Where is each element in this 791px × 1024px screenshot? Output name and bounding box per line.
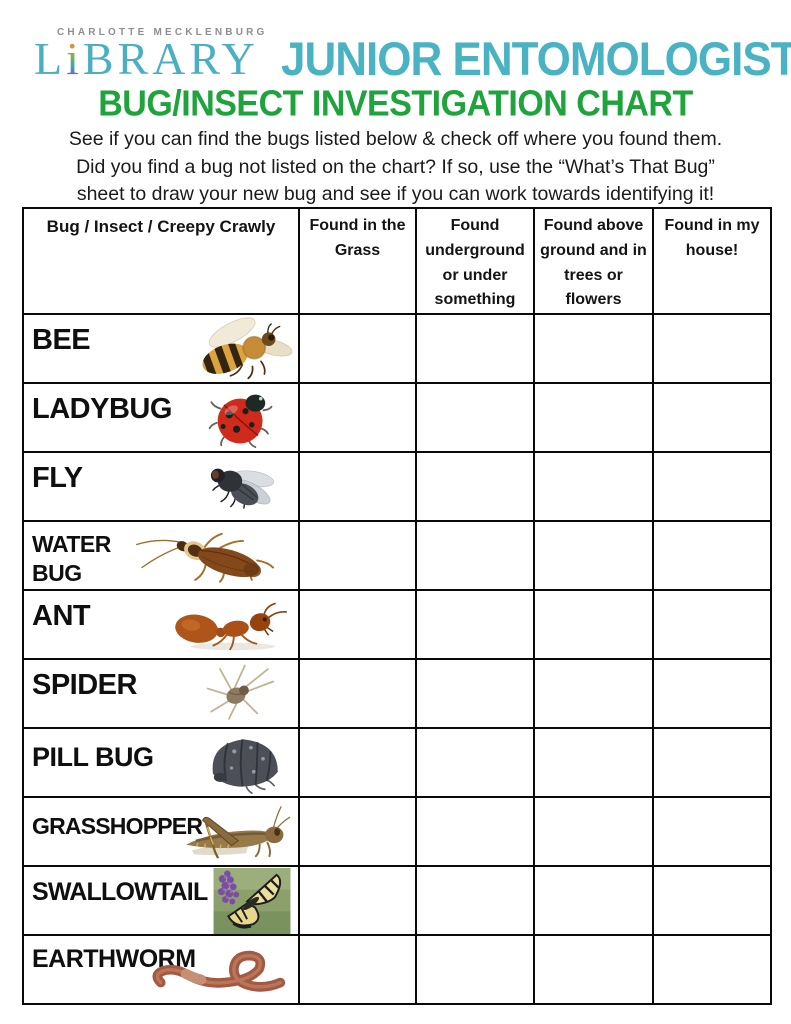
bee-image: [193, 317, 295, 381]
column-header-grass: Found in the Grass: [298, 206, 417, 316]
bug-label: PILL BUG: [32, 742, 154, 773]
table-row: BEE: [22, 313, 772, 385]
check-cell[interactable]: [533, 382, 654, 454]
check-cell[interactable]: [298, 589, 417, 661]
logo-letters-rest: BRARY: [82, 33, 259, 84]
bug-label: WATER BUG: [32, 531, 111, 586]
spider-image: [198, 662, 282, 724]
bug-name-cell: BEE: [22, 313, 300, 385]
bug-name-cell: WATER BUG: [22, 520, 300, 592]
check-cell[interactable]: [652, 313, 772, 385]
table-row: EARTHWORM: [22, 934, 772, 1006]
check-cell[interactable]: [415, 313, 535, 385]
bug-label: ANT: [32, 600, 91, 633]
bug-name-cell: LADYBUG: [22, 382, 300, 454]
check-cell[interactable]: [533, 934, 654, 1006]
grasshopper-image: [180, 802, 292, 862]
check-cell[interactable]: [652, 451, 772, 523]
check-cell[interactable]: [415, 589, 535, 661]
check-cell[interactable]: [415, 865, 535, 937]
bug-name-cell: SWALLOWTAIL: [22, 865, 300, 937]
column-header-above-ground: Found above ground and in trees or flowe…: [533, 206, 654, 316]
bug-label: GRASSHOPPER: [32, 813, 203, 840]
check-cell[interactable]: [415, 658, 535, 730]
page-subtitle: BUG/INSECT INVESTIGATION CHART: [98, 84, 693, 124]
check-cell[interactable]: [652, 796, 772, 868]
column-header-bug-name: Bug / Insect / Creepy Crawly: [22, 206, 300, 316]
instructions-line-2: Did you find a bug not listed on the cha…: [76, 155, 715, 178]
ladybug-image: [208, 387, 274, 449]
logo-letter-i-multicolor: i: [66, 33, 83, 84]
check-cell[interactable]: [298, 796, 417, 868]
bug-name-cell: FLY: [22, 451, 300, 523]
check-cell[interactable]: [298, 520, 417, 592]
table-row: SWALLOWTAIL: [22, 865, 772, 937]
swallowtail-image: [213, 868, 291, 935]
check-cell[interactable]: [298, 865, 417, 937]
fly-image: [204, 456, 278, 517]
bug-label: SWALLOWTAIL: [32, 878, 208, 907]
library-logo: LiBRARY: [34, 36, 259, 82]
instructions-line-3: sheet to draw your new bug and see if yo…: [76, 183, 715, 205]
bug-label: LADYBUG: [32, 393, 172, 426]
check-cell[interactable]: [533, 727, 654, 799]
check-cell[interactable]: [415, 520, 535, 592]
page-title: JUNIOR ENTOMOLOGIST: [281, 33, 791, 86]
check-cell[interactable]: [652, 658, 772, 730]
check-cell[interactable]: [652, 865, 772, 937]
check-cell[interactable]: [533, 589, 654, 661]
bug-label: SPIDER: [32, 669, 137, 702]
instructions-text: See if you can find the bugs listed belo…: [0, 126, 791, 209]
bug-name-cell: PILL BUG: [22, 727, 300, 799]
bug-name-cell: ANT: [22, 589, 300, 661]
check-cell[interactable]: [298, 451, 417, 523]
table-row: FLY: [22, 451, 772, 523]
table-row: LADYBUG: [22, 382, 772, 454]
header-row: Bug / Insect / Creepy Crawly Found in th…: [22, 206, 772, 316]
investigation-table: Bug / Insect / Creepy Crawly Found in th…: [22, 206, 772, 1006]
column-header-underground: Found underground or under something: [415, 206, 535, 316]
check-cell[interactable]: [533, 796, 654, 868]
check-cell[interactable]: [415, 727, 535, 799]
check-cell[interactable]: [533, 451, 654, 523]
check-cell[interactable]: [298, 934, 417, 1006]
bug-label: BEE: [32, 324, 91, 357]
check-cell[interactable]: [533, 865, 654, 937]
library-eyebrow-text: CHARLOTTE MECKLENBURG: [57, 27, 268, 38]
check-cell[interactable]: [298, 727, 417, 799]
logo-letter-l: L: [34, 33, 67, 84]
check-cell[interactable]: [652, 934, 772, 1006]
check-cell[interactable]: [533, 520, 654, 592]
check-cell[interactable]: [415, 382, 535, 454]
check-cell[interactable]: [533, 313, 654, 385]
bug-label: FLY: [32, 462, 83, 495]
table-row: PILL BUG: [22, 727, 772, 799]
table-row: WATER BUG: [22, 520, 772, 592]
instructions-line-1: See if you can find the bugs listed belo…: [68, 128, 723, 150]
earthworm-image: [149, 944, 294, 998]
check-cell[interactable]: [652, 727, 772, 799]
ant-image: [172, 597, 294, 653]
table-row: GRASSHOPPER: [22, 796, 772, 868]
pill-bug-image: [198, 731, 290, 795]
check-cell[interactable]: [415, 934, 535, 1006]
check-cell[interactable]: [298, 658, 417, 730]
column-header-house: Found in my house!: [652, 206, 772, 316]
table-row: SPIDER: [22, 658, 772, 730]
bug-name-cell: GRASSHOPPER: [22, 796, 300, 868]
check-cell[interactable]: [652, 589, 772, 661]
check-cell[interactable]: [415, 796, 535, 868]
check-cell[interactable]: [533, 658, 654, 730]
bug-name-cell: SPIDER: [22, 658, 300, 730]
check-cell[interactable]: [415, 451, 535, 523]
table-row: ANT: [22, 589, 772, 661]
check-cell[interactable]: [652, 382, 772, 454]
bug-name-cell: EARTHWORM: [22, 934, 300, 1006]
check-cell[interactable]: [298, 313, 417, 385]
check-cell[interactable]: [652, 520, 772, 592]
water-bug-image: [132, 525, 284, 587]
check-cell[interactable]: [298, 382, 417, 454]
